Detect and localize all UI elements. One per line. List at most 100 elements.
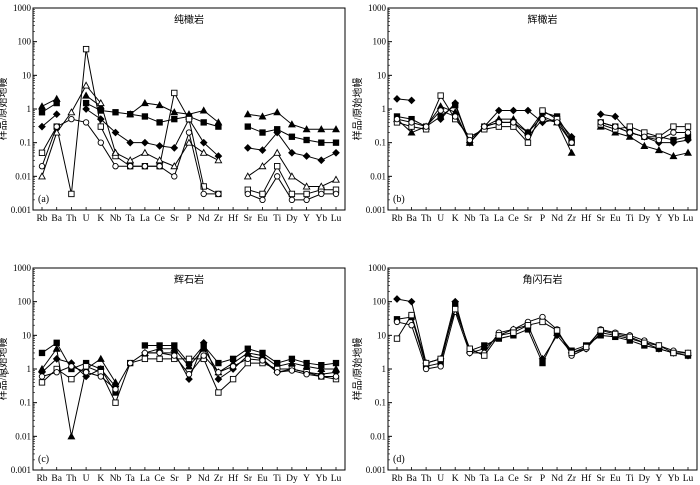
- data-point: [68, 190, 75, 198]
- x-tick-label: Y: [303, 474, 310, 484]
- data-point: [38, 172, 46, 180]
- data-point: [393, 95, 401, 103]
- data-point: [466, 136, 473, 144]
- data-point: [170, 108, 179, 116]
- y-tick-label: 0.001: [366, 465, 386, 475]
- data-point: [68, 115, 75, 123]
- data-point: [170, 162, 179, 170]
- data-point: [626, 333, 633, 341]
- data-point: [38, 109, 46, 116]
- data-point: [640, 141, 649, 149]
- data-point: [199, 106, 208, 114]
- data-point: [259, 129, 266, 136]
- data-point: [626, 129, 633, 136]
- data-point: [259, 357, 266, 364]
- data-point: [288, 148, 296, 157]
- y-tick-label: 0.1: [375, 398, 386, 408]
- data-point: [200, 119, 207, 126]
- x-tick-label: Hf: [228, 213, 239, 224]
- data-point: [611, 112, 620, 121]
- data-point: [200, 183, 207, 190]
- x-tick-label: P: [540, 214, 545, 224]
- data-point: [670, 129, 677, 136]
- data-point: [112, 386, 119, 393]
- y-tick-label: 1000: [13, 263, 32, 273]
- data-point: [155, 156, 164, 164]
- y-tick-label: 0.001: [366, 205, 386, 215]
- data-point: [332, 175, 340, 183]
- x-tick-label: Yb: [315, 474, 327, 484]
- x-tick-label: Ti: [626, 474, 634, 484]
- x-tick-label: Sr: [524, 474, 533, 484]
- data-point: [156, 355, 163, 363]
- x-tick-label: P: [540, 474, 545, 484]
- x-tick-label: Nd: [551, 214, 563, 224]
- data-point: [244, 355, 251, 363]
- data-point: [171, 352, 178, 359]
- data-point: [332, 373, 340, 380]
- data-point: [185, 115, 193, 123]
- data-point: [141, 355, 149, 363]
- data-point: [82, 99, 90, 107]
- y-tick-label: 100: [373, 297, 387, 307]
- x-tick-label: Th: [421, 474, 432, 484]
- x-tick-label: Sr: [170, 474, 179, 484]
- data-point: [258, 146, 267, 154]
- y-tick-label: 100: [18, 297, 32, 307]
- data-point: [126, 138, 135, 147]
- data-point: [274, 369, 281, 376]
- data-point: [185, 129, 193, 136]
- data-point: [288, 367, 296, 374]
- y-tick-label: 10: [377, 70, 387, 80]
- data-point: [466, 345, 473, 352]
- data-point: [127, 163, 134, 170]
- y-axis-title: 样品/原始地幔: [0, 78, 9, 141]
- data-point: [185, 371, 193, 378]
- data-point: [437, 107, 444, 114]
- data-point: [82, 119, 90, 126]
- data-point: [302, 182, 311, 190]
- y-tick-label: 0.01: [370, 171, 386, 181]
- y-tick-label: 0.001: [11, 205, 31, 215]
- x-tick-label: Yb: [315, 214, 327, 224]
- data-point: [171, 89, 178, 97]
- x-tick-label: Sr: [596, 214, 605, 224]
- data-point: [38, 379, 46, 386]
- x-tick-label: Lu: [331, 474, 342, 484]
- y-tick-label: 1: [27, 104, 32, 114]
- data-point: [669, 151, 678, 160]
- series-line: [247, 152, 337, 187]
- data-point: [288, 133, 296, 140]
- x-tick-label: Rb: [391, 214, 402, 224]
- data-point: [185, 375, 193, 383]
- data-point: [539, 318, 546, 326]
- data-point: [332, 148, 340, 157]
- data-point: [126, 156, 135, 164]
- series-line: [85, 108, 219, 157]
- data-point: [243, 110, 252, 118]
- data-point: [626, 123, 633, 130]
- series-line: [41, 342, 116, 393]
- x-tick-label: U: [83, 474, 90, 484]
- data-point: [684, 349, 692, 357]
- data-point: [302, 125, 311, 133]
- series-s3: [38, 105, 340, 165]
- data-point: [140, 98, 149, 107]
- data-point: [52, 355, 61, 363]
- data-point: [155, 142, 164, 150]
- data-point: [495, 332, 503, 339]
- x-tick-label: Ba: [51, 474, 62, 484]
- data-point: [82, 369, 90, 376]
- x-tick-label: Y: [655, 214, 662, 224]
- x-tick-label: Dy: [286, 214, 298, 224]
- data-point: [684, 123, 692, 130]
- data-point: [553, 119, 561, 126]
- data-point: [155, 101, 164, 109]
- data-point: [452, 113, 459, 120]
- data-point: [273, 148, 282, 156]
- data-point: [199, 148, 208, 156]
- chart-panel-3: 1000 100 10 1 0.1 0.01 0.001 样品/原始地幔 Rb Ba Th U K Nb T…: [0, 263, 346, 484]
- x-tick-label: K: [452, 214, 459, 224]
- data-point: [111, 148, 120, 156]
- data-point: [274, 173, 281, 180]
